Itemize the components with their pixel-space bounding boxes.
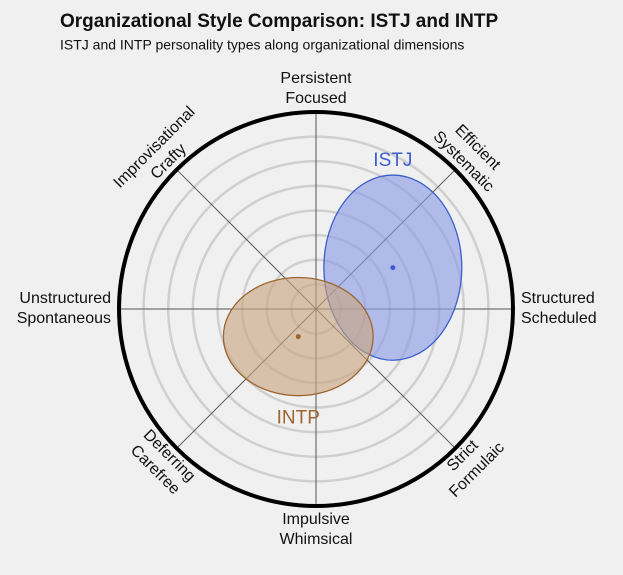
center-dot <box>295 334 301 340</box>
dimension-label: Structured <box>521 290 595 307</box>
dimension-label: Impulsive <box>282 511 350 528</box>
dimension-label: Scheduled <box>521 310 597 327</box>
chart-subtitle: ISTJ and INTP personality types along or… <box>60 37 464 53</box>
legend-label: ISTJ <box>373 150 412 171</box>
dimension-label: Whimsical <box>280 531 353 548</box>
outer-ring <box>117 110 515 508</box>
dimension-label: Spontaneous <box>17 310 111 327</box>
center-dot <box>390 265 396 271</box>
dimension-label: Persistent <box>280 70 352 87</box>
legend-label: INTP <box>277 408 320 429</box>
dimension-label: Unstructured <box>19 290 111 307</box>
chart-title: Organizational Style Comparison: ISTJ an… <box>60 11 498 32</box>
dimension-label: Focused <box>285 90 346 107</box>
